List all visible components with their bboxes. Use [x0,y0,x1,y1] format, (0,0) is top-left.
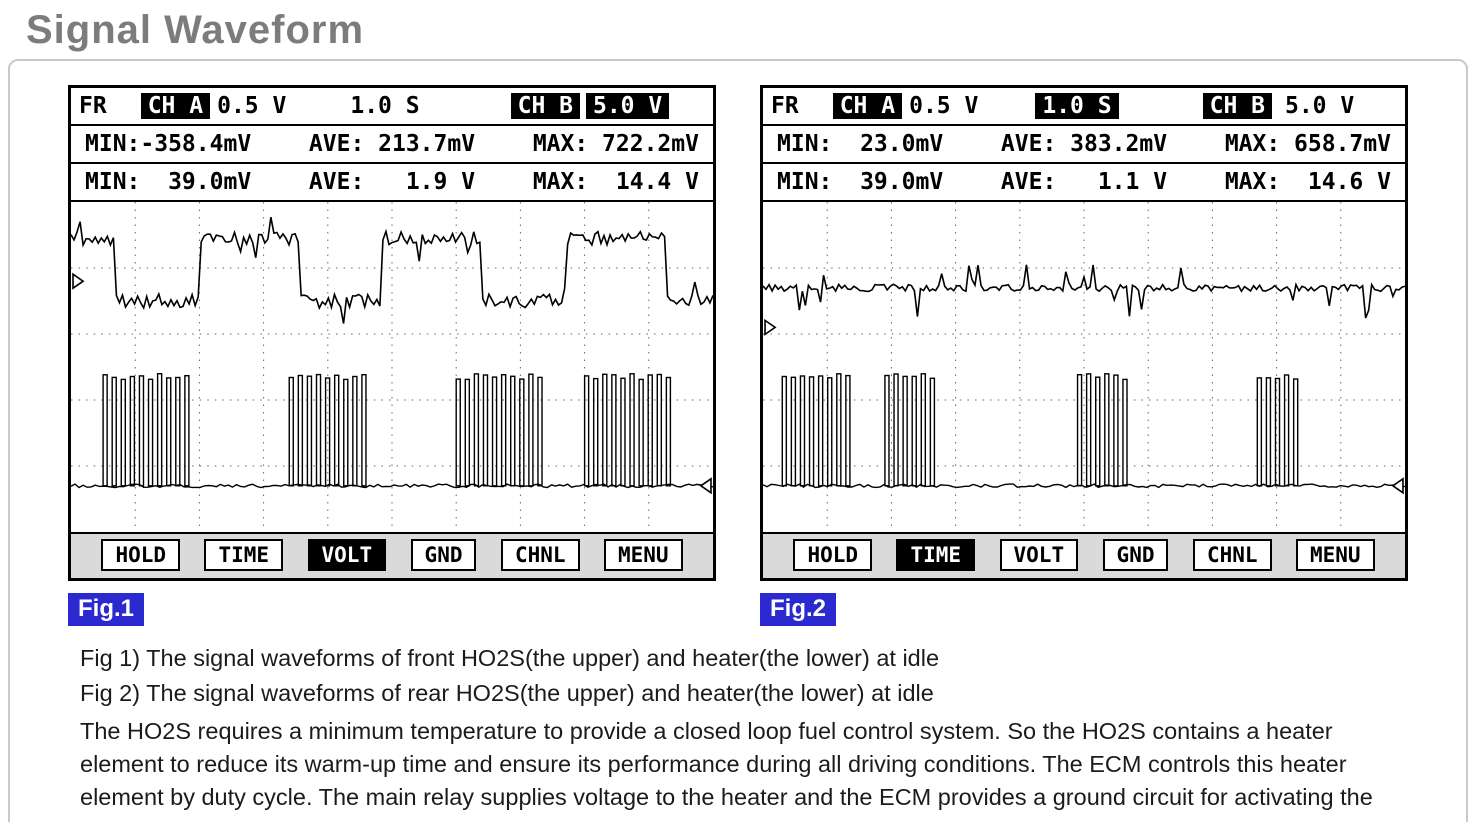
fig2-label: Fig.2 [760,593,837,626]
scope1-channel-b-scale: 5.0 V [585,93,670,119]
scope2-status-row: FR CH A 0.5 V 1.0 S CH B 5.0 V [763,88,1405,126]
fig1-label: Fig.1 [68,593,145,626]
figure-labels-row: Fig.1 Fig.2 [10,593,1466,626]
scope2-channel-b-chip: CH B [1202,93,1272,119]
fig2-caption: Fig 2) The signal waveforms of rear HO2S… [80,680,934,707]
scope1-cha-min: MIN:-358.4mV [85,131,252,157]
scope1-menu-strip: HOLD TIME VOLT GND CHNL MENU [71,534,713,578]
scope2-chnl-button[interactable]: CHNL [1192,539,1272,571]
scope1-waveform-svg [71,202,713,532]
scope1-cha-max: MAX: 722.2mV [532,131,699,157]
oscilloscope-panel-2: FR CH A 0.5 V 1.0 S CH B 5.0 V MIN: 23.0… [760,85,1408,581]
scope2-fr-label: FR [771,93,799,119]
scope2-channel-a-scale: 0.5 V [909,93,979,119]
scope2-menu-button[interactable]: MENU [1295,539,1375,571]
fig2-label-cell: Fig.2 [760,593,1408,626]
scope2-chb-min: MIN: 39.0mV [777,169,944,195]
scope1-channel-a-measurements: MIN:-358.4mV AVE: 213.7mV MAX: 722.2mV [71,126,713,164]
scope2-time-button[interactable]: TIME [896,539,976,571]
scope2-channel-a-measurements: MIN: 23.0mV AVE: 383.2mV MAX: 658.7mV [763,126,1405,164]
scope1-chb-max: MAX: 14.4 V [532,169,699,195]
scope2-menu-strip: HOLD TIME VOLT GND CHNL MENU [763,534,1405,578]
content-frame: FR CH A 0.5 V 1.0 S CH B 5.0 V MIN:-358.… [8,59,1468,822]
fig1-caption: Fig 1) The signal waveforms of front HO2… [80,645,940,671]
scope2-cha-max: MAX: 658.7mV [1224,131,1391,157]
scope1-chb-min: MIN: 39.0mV [85,169,252,195]
scope1-channel-a-scale: 0.5 V [217,93,287,119]
scope2-cha-ave: AVE: 383.2mV [1000,131,1168,157]
scope2-waveform-display [763,202,1405,534]
scope1-timebase-value: 1.0 S [350,93,420,119]
scope1-hold-button[interactable]: HOLD [101,539,181,571]
oscilloscope-panel-1: FR CH A 0.5 V 1.0 S CH B 5.0 V MIN:-358.… [68,85,716,581]
scope2-volt-button[interactable]: VOLT [999,539,1079,571]
scope2-channel-b-measurements: MIN: 39.0mV AVE: 1.1 V MAX: 14.6 V [763,164,1405,202]
description-paragraph: The HO2S requires a minimum temperature … [80,717,1373,822]
scopes-row: FR CH A 0.5 V 1.0 S CH B 5.0 V MIN:-358.… [10,85,1466,581]
scope2-channel-a-chip: CH A [832,93,903,119]
scope1-time-button[interactable]: TIME [204,539,284,571]
scope1-waveform-display [71,202,713,534]
scope1-menu-button[interactable]: MENU [603,539,683,571]
scope1-channel-b-measurements: MIN: 39.0mV AVE: 1.9 V MAX: 14.4 V [71,164,713,202]
caption-block: Fig 1) The signal waveforms of front HO2… [10,642,1466,822]
scope1-status-row: FR CH A 0.5 V 1.0 S CH B 5.0 V [71,88,713,126]
scope2-chb-ave: AVE: 1.1 V [1000,169,1168,195]
scope1-chnl-button[interactable]: CHNL [500,539,580,571]
page-title: Signal Waveform [26,8,365,52]
scope1-channel-b-chip: CH B [510,93,580,119]
fig1-label-cell: Fig.1 [68,593,716,626]
scope2-gnd-button[interactable]: GND [1102,539,1169,571]
scope1-gnd-button[interactable]: GND [410,539,477,571]
scope1-cha-ave: AVE: 213.7mV [308,131,476,157]
scope1-channel-a-chip: CH A [140,93,211,119]
scope2-cha-min: MIN: 23.0mV [777,131,944,157]
scope2-chb-max: MAX: 14.6 V [1224,169,1391,195]
scope2-hold-button[interactable]: HOLD [793,539,873,571]
scope1-volt-button[interactable]: VOLT [307,539,387,571]
scope2-timebase-value: 1.0 S [1035,93,1119,119]
scope2-channel-b-scale: 5.0 V [1284,93,1355,119]
scope1-fr-label: FR [79,93,107,119]
scope2-waveform-svg [763,202,1405,532]
scope1-chb-ave: AVE: 1.9 V [308,169,476,195]
